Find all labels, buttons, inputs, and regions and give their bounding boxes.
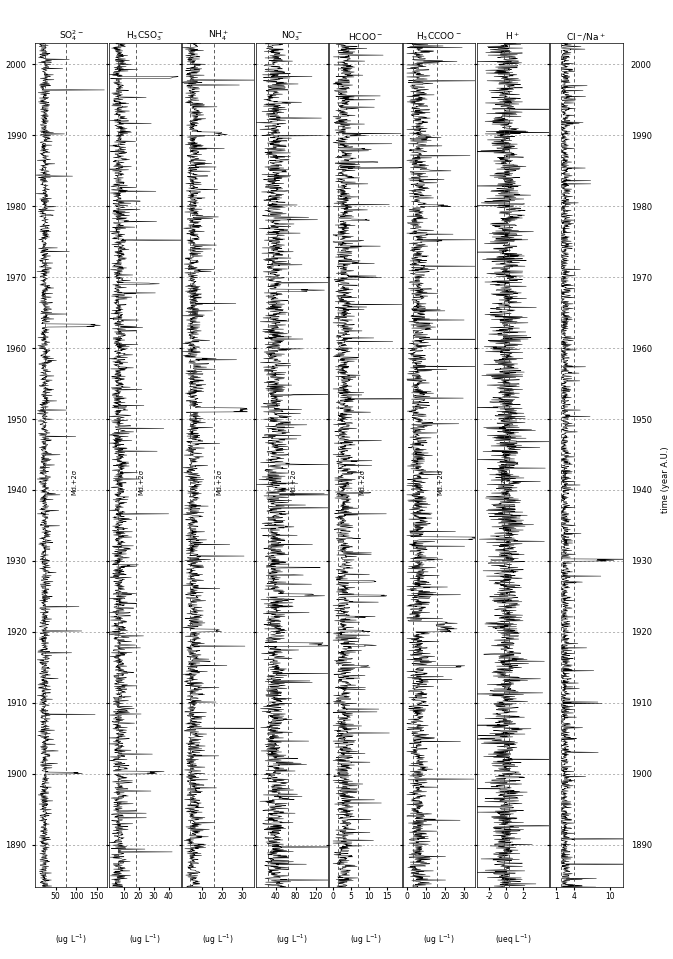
Text: Md.+2σ: Md.+2σ [72,469,78,495]
Text: zero: zero [501,469,507,483]
Text: 1.8: 1.8 [562,469,568,480]
Title: NH$_4^+$: NH$_4^+$ [208,29,229,43]
Title: NO$_3^-$: NO$_3^-$ [281,30,303,43]
Text: (ug L$^{-1}$): (ug L$^{-1}$) [276,933,308,947]
Text: (ug L$^{-1}$): (ug L$^{-1}$) [423,933,455,947]
Text: time (year A.U.): time (year A.U.) [661,446,670,513]
Text: Md.+2σ: Md.+2σ [359,469,365,495]
Text: (ug L$^{-1}$): (ug L$^{-1}$) [350,933,382,947]
Text: Md.+2σ: Md.+2σ [437,469,444,495]
Title: HCOO$^-$: HCOO$^-$ [348,32,383,42]
Text: (ug L$^{-1}$): (ug L$^{-1}$) [55,933,87,947]
Title: H$_3$CSO$_3^-$: H$_3$CSO$_3^-$ [126,30,164,43]
Text: (ug L$^{-1}$): (ug L$^{-1}$) [203,933,234,947]
Title: SO$_4^{2-}$: SO$_4^{2-}$ [59,28,83,43]
Text: Md.+2σ: Md.+2σ [138,469,144,495]
Title: H$_3$CCOO$^-$: H$_3$CCOO$^-$ [417,31,462,43]
Text: Md.+2σ: Md.+2σ [217,469,223,495]
Text: (ueq L$^{-1}$): (ueq L$^{-1}$) [495,933,531,947]
Title: Cl$^-$/Na$^+$: Cl$^-$/Na$^+$ [567,32,606,43]
Text: (ug L$^{-1}$): (ug L$^{-1}$) [129,933,161,947]
Title: H$^+$: H$^+$ [505,31,520,42]
Text: Md.+2σ: Md.+2σ [291,469,296,495]
